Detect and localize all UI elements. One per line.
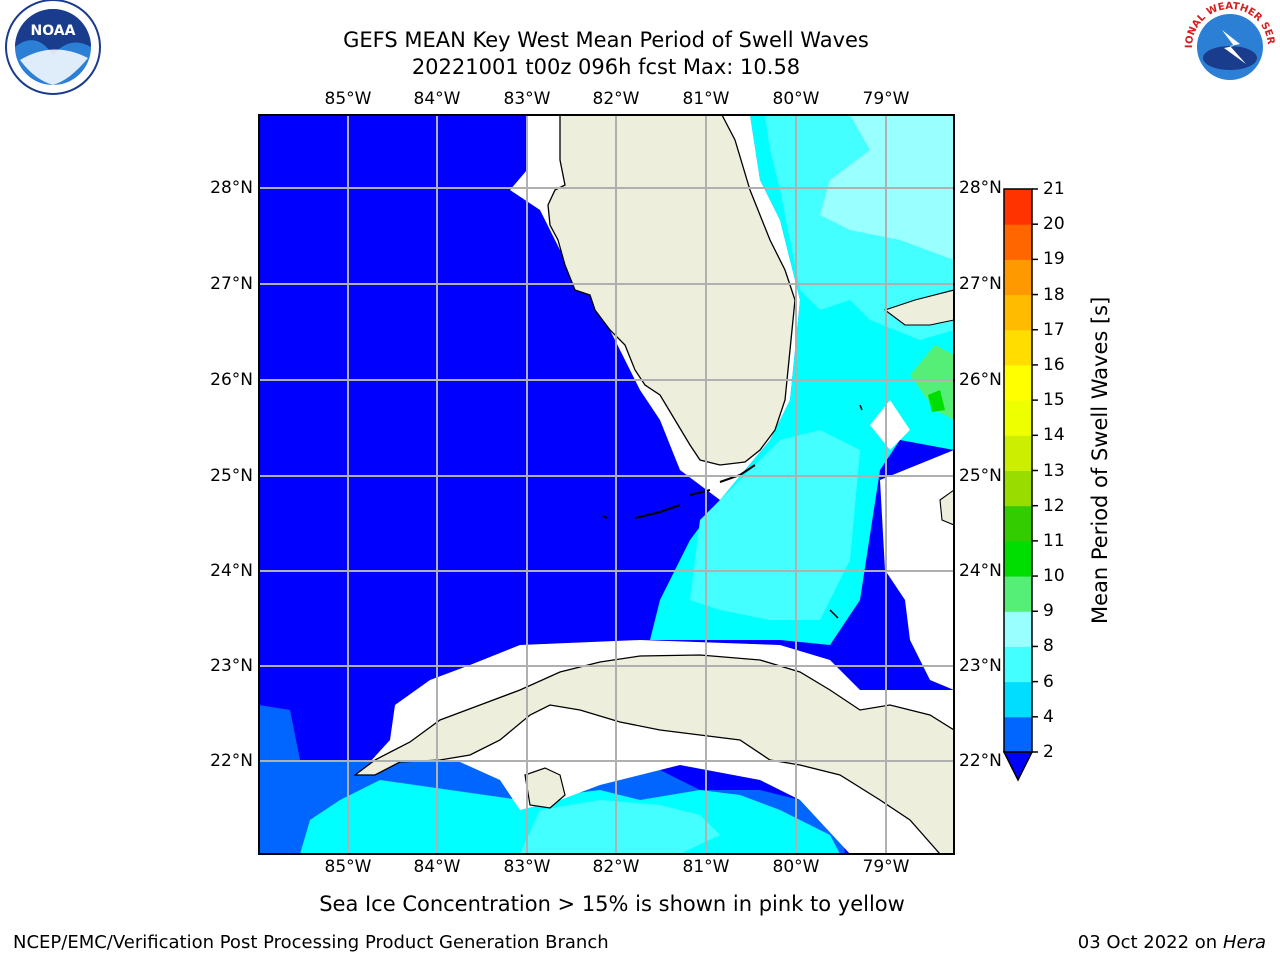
lon-label-bottom-83w: 83°W (503, 857, 551, 877)
lat-label-right-23n: 23°N (959, 656, 1002, 676)
lon-label-top-82w: 82°W (592, 89, 640, 109)
land-cuba (353, 654, 954, 854)
land-dry-tortugas (602, 515, 608, 519)
colorbar-segment (1004, 294, 1032, 331)
colorbar-tick-label: 12 (1043, 495, 1065, 516)
land-bimini (859, 404, 863, 411)
colorbar-segment (1004, 364, 1032, 401)
colorbar-tick-label: 15 (1043, 390, 1065, 411)
lon-label-top-80w: 80°W (772, 89, 820, 109)
sea-ice-note: Sea Ice Concentration > 15% is shown in … (319, 892, 905, 916)
lat-label-right-25n: 25°N (959, 466, 1002, 486)
chart-title-line1: GEFS MEAN Key West Mean Period of Swell … (343, 28, 869, 52)
lat-label-right-22n: 22°N (959, 751, 1002, 771)
chart-title-line2: 20221001 t00z 096h fcst Max: 10.58 (411, 55, 801, 79)
footer-date: 03 Oct 2022 on Hera (1078, 932, 1266, 954)
lat-label-left-27n: 27°N (210, 274, 253, 294)
colorbar-segment (1004, 224, 1032, 260)
lat-label-right-24n: 24°N (959, 561, 1002, 581)
colorbar-segment (1004, 576, 1032, 612)
colorbar-extend-triangle (1002, 751, 1034, 782)
colorbar-segment (1004, 716, 1032, 753)
lon-label-top-83w: 83°W (503, 89, 551, 109)
colorbar-tick-label: 10 (1043, 566, 1065, 587)
colorbar-segment (1004, 259, 1032, 296)
lon-label-bottom-81w: 81°W (682, 857, 730, 877)
map-gridlines (259, 115, 954, 854)
noaa-logo-text: NOAA (31, 23, 76, 39)
colorbar-tick-label: 18 (1043, 284, 1065, 305)
lat-label-left-22n: 22°N (210, 751, 253, 771)
land-isla-juventud (524, 767, 566, 809)
lon-label-bottom-82w: 82°W (592, 857, 640, 877)
colorbar-segment (1004, 611, 1032, 647)
colorbar-tick-label: 6 (1043, 671, 1054, 692)
colorbar (1002, 188, 1038, 782)
lon-label-top-84w: 84°W (413, 89, 461, 109)
colorbar-tick-label: 9 (1043, 601, 1054, 622)
colorbar-tick-label: 16 (1043, 354, 1065, 375)
lat-label-right-27n: 27°N (959, 274, 1002, 294)
lon-label-top-81w: 81°W (682, 89, 730, 109)
lon-label-bottom-85w: 85°W (324, 857, 372, 877)
map-frame (258, 114, 955, 855)
lat-label-left-25n: 25°N (210, 466, 253, 486)
nodata-bahamas (870, 400, 910, 450)
colorbar-segment (1004, 400, 1032, 436)
land-florida (547, 115, 796, 466)
map-plot-area (259, 115, 954, 854)
colorbar-segment (1004, 470, 1032, 507)
lat-label-left-23n: 23°N (210, 656, 253, 676)
colorbar-label: Mean Period of Swell Waves [s] (1088, 296, 1112, 624)
footer-credit: NCEP/EMC/Verification Post Processing Pr… (13, 932, 609, 953)
lon-label-top-85w: 85°W (324, 89, 372, 109)
colorbar-tick-label: 21 (1043, 179, 1065, 199)
colorbar-segment (1004, 646, 1032, 683)
colorbar-tick-label: 17 (1043, 319, 1065, 340)
lon-label-top-79w: 79°W (862, 89, 910, 109)
noaa-logo: NOAA (5, 0, 101, 95)
colorbar-tick-label: 8 (1043, 636, 1054, 657)
footer-date-text: 03 Oct 2022 on (1077, 932, 1223, 953)
colorbar-tick-label: 13 (1043, 460, 1065, 481)
swell-spot-green (910, 345, 954, 420)
lat-label-right-26n: 26°N (959, 370, 1002, 390)
swell-spot-darkgreen (928, 390, 945, 412)
colorbar-segment (1004, 540, 1032, 577)
land-cay-sal (829, 609, 839, 619)
colorbar-segment (1004, 329, 1032, 366)
colorbar-segment (1004, 505, 1032, 542)
footer-machine: Hera (1222, 932, 1266, 953)
colorbar-tick-label: 20 (1043, 214, 1065, 235)
lat-label-left-26n: 26°N (210, 370, 253, 390)
swell-band-south-lightcyan (520, 800, 720, 854)
colorbar-tick-label: 11 (1043, 530, 1065, 551)
colorbar-tick-label: 4 (1043, 706, 1054, 727)
lon-label-bottom-80w: 80°W (772, 857, 820, 877)
lon-label-bottom-79w: 79°W (862, 857, 910, 877)
lat-label-left-24n: 24°N (210, 561, 253, 581)
colorbar-segment (1004, 435, 1032, 471)
colorbar-tick-label: 19 (1043, 249, 1065, 270)
colorbar-segment (1004, 681, 1032, 718)
colorbar-tick-label: 2 (1043, 742, 1054, 762)
swell-band-mid-lightcyan (690, 430, 860, 620)
colorbar-segment (1004, 189, 1032, 225)
lon-label-bottom-84w: 84°W (413, 857, 461, 877)
lat-label-left-28n: 28°N (210, 178, 253, 198)
colorbar-tick-label: 14 (1043, 425, 1065, 446)
land-bahamas-east (939, 489, 954, 526)
land-bahamas-north (883, 289, 954, 326)
lat-label-right-28n: 28°N (959, 178, 1002, 198)
